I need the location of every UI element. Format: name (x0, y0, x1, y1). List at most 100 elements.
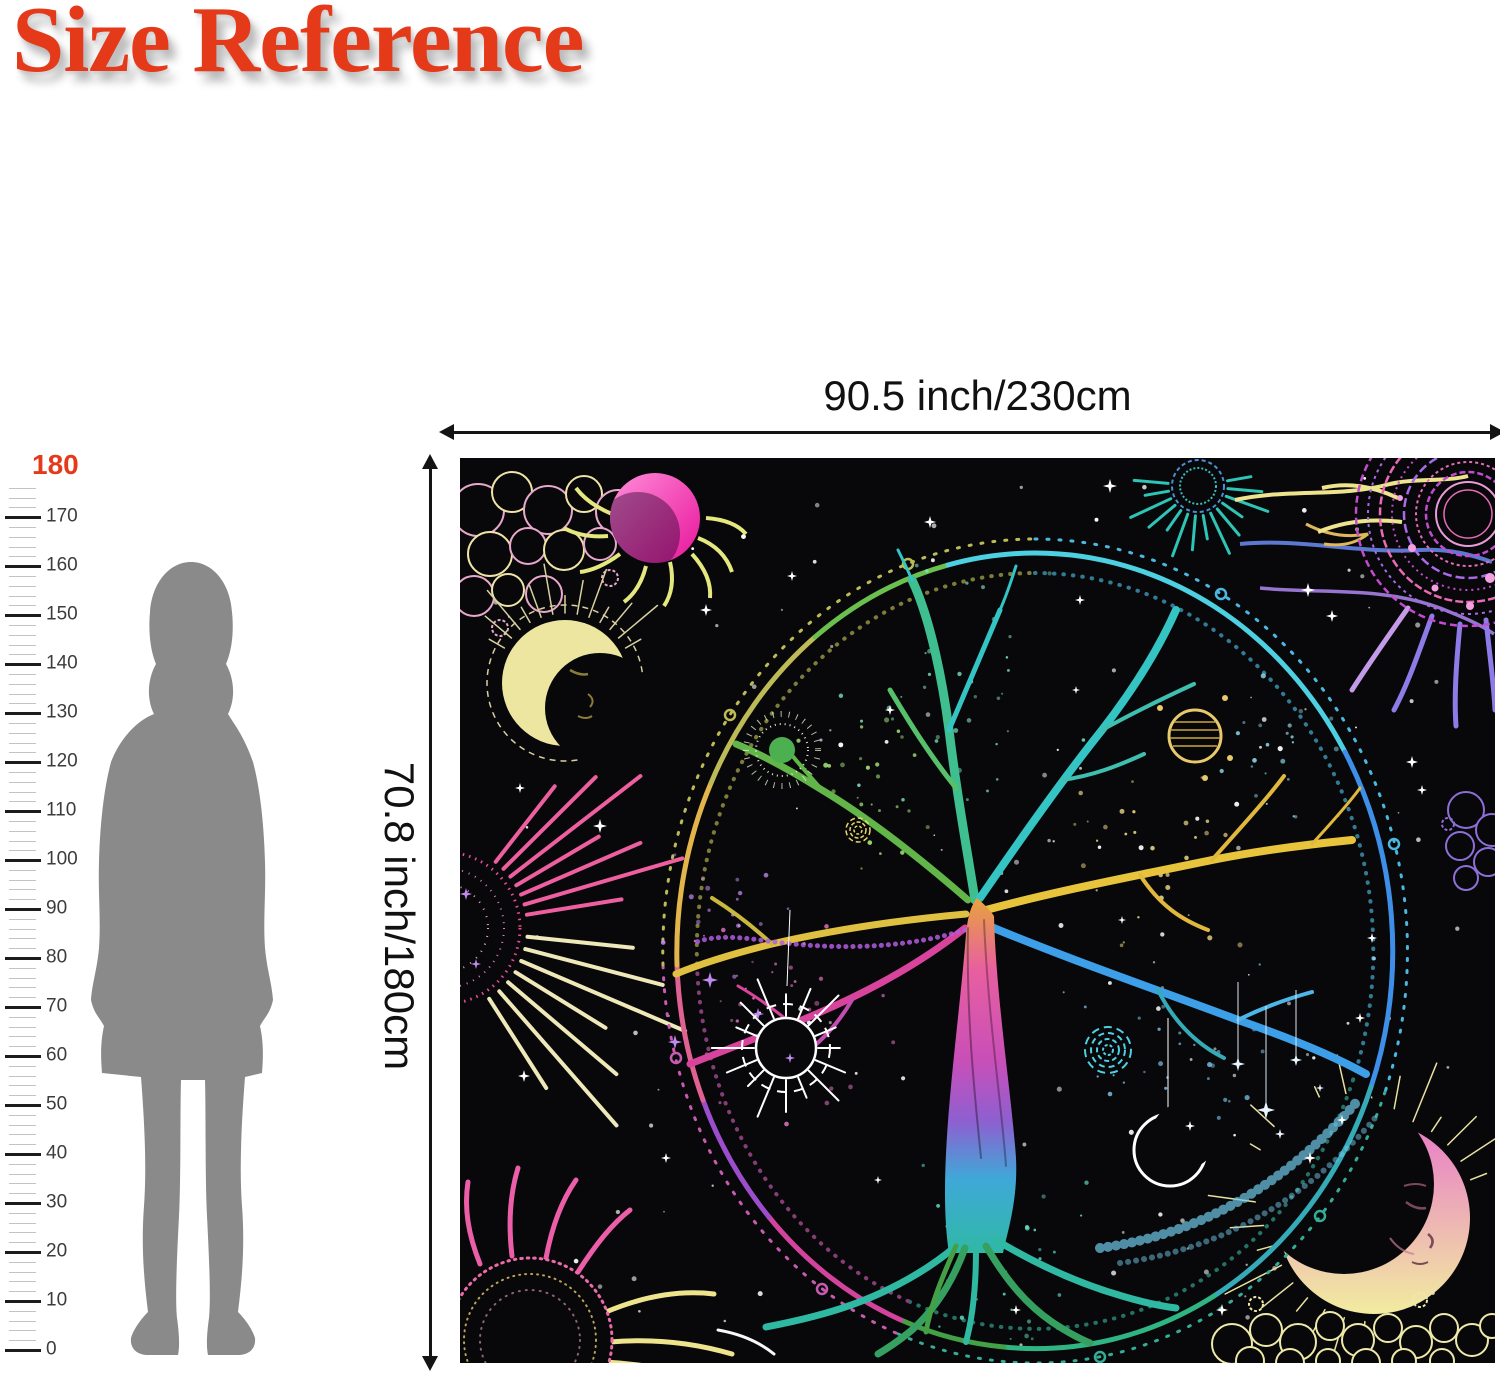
dotted-planet-icon (460, 1165, 776, 1363)
ruler-tick (5, 712, 41, 716)
ruler-minor-tick (9, 1163, 36, 1165)
ruler-tick (5, 1349, 41, 1352)
ruler-minor-tick (9, 703, 36, 705)
ruler-tick-label: 10 (46, 1289, 68, 1311)
ruler-minor-tick (9, 752, 36, 754)
ruler-minor-tick (9, 654, 36, 656)
ruler-minor-tick (9, 938, 36, 940)
ruler-minor-tick (9, 1026, 36, 1028)
ruler-minor-tick (9, 1193, 36, 1195)
ruler-minor-tick (9, 497, 36, 499)
ruler-tick-label: 0 (46, 1338, 57, 1360)
ruler-tick (5, 516, 41, 520)
ruler-minor-tick (9, 1320, 36, 1322)
ruler-tick (5, 761, 41, 765)
ruler-tick (5, 1153, 41, 1157)
ruler-minor-tick (9, 595, 36, 597)
yellow-spiral-icon (845, 817, 871, 843)
woman-silhouette (91, 562, 273, 1355)
ruler-minor-tick (9, 634, 36, 636)
ruler-minor-tick (9, 1036, 36, 1038)
green-sun-icon (743, 711, 821, 789)
ruler-minor-tick (9, 771, 36, 773)
width-dimension-arrow (439, 424, 1500, 440)
ruler-minor-tick (9, 820, 36, 822)
ruler-minor-tick (9, 1144, 36, 1146)
ruler-tick-label: 20 (46, 1240, 68, 1262)
ruler-minor-tick (9, 830, 36, 832)
ruler-minor-tick (9, 507, 36, 509)
eclipse-sun-icon (563, 473, 748, 608)
ruler-max-label: 180 (32, 449, 79, 480)
ruler-minor-tick (9, 585, 36, 587)
ruler-minor-tick (9, 1232, 36, 1234)
ruler-minor-tick (9, 889, 36, 891)
ruler-tick (5, 1251, 41, 1255)
ruler-tick-label: 90 (46, 897, 68, 919)
ruler-tick-label: 40 (46, 1142, 68, 1164)
ruler-tick-label: 150 (46, 603, 78, 625)
ruler-minor-tick (9, 899, 36, 901)
ruler-tick-label: 30 (46, 1191, 68, 1213)
hanging-crescent-moon-icon (1095, 1018, 1378, 1266)
ruler-minor-tick (9, 987, 36, 989)
ruler-minor-tick (9, 1291, 36, 1293)
ruler-tick-label: 110 (46, 799, 77, 821)
ruler-tick (5, 1055, 41, 1059)
ruler-minor-tick (9, 1085, 36, 1087)
ruler-minor-tick (9, 644, 36, 646)
ruler-minor-tick (9, 869, 36, 871)
ruler-minor-tick (9, 850, 36, 852)
ruler-minor-tick (9, 1065, 36, 1067)
ruler-minor-tick (9, 1173, 36, 1175)
ruler-minor-tick (9, 487, 36, 489)
ruler-minor-tick (9, 526, 36, 528)
woman-silhouette-shape (91, 562, 273, 1355)
teal-spiral-icon (1084, 1026, 1132, 1074)
ruler-minor-tick (9, 977, 36, 979)
ruler-minor-tick (9, 840, 36, 842)
ruler-minor-tick (9, 722, 36, 724)
clouds-right-icon (1441, 791, 1495, 891)
ruler-minor-tick (9, 683, 36, 685)
ruler-tick-label: 100 (46, 848, 78, 870)
mandala-ring-icon (661, 537, 1409, 1363)
ruler-tick-label: 70 (46, 995, 68, 1017)
ruler-tick-label: 130 (46, 701, 78, 723)
ruler-minor-tick (9, 801, 36, 803)
ruler-minor-tick (9, 1212, 36, 1214)
ruler-tick (5, 663, 41, 667)
white-sun-icon (710, 909, 847, 1118)
ruler-tick (5, 908, 41, 912)
ruler-tick-label: 140 (46, 652, 78, 674)
ruler-minor-tick (9, 967, 36, 969)
ruler-minor-tick (9, 1271, 36, 1273)
ruler-minor-tick (9, 1114, 36, 1116)
ruler-minor-tick (9, 742, 36, 744)
ruler-minor-tick (9, 1046, 36, 1048)
ruler-tick (5, 614, 41, 618)
ruler-minor-tick (9, 1124, 36, 1126)
ruler-minor-tick (9, 879, 36, 881)
ruler-minor-tick (9, 1183, 36, 1185)
height-dimension-arrow (422, 454, 438, 1371)
ruler-minor-tick (9, 673, 36, 675)
ruler-minor-tick (9, 1016, 36, 1018)
star-field (471, 477, 1482, 1347)
ruler-minor-tick (9, 605, 36, 607)
ruler-minor-tick (9, 1222, 36, 1224)
ruler-tick (5, 565, 41, 569)
ruler-tick-label: 170 (46, 505, 78, 527)
concentric-rings-sun-icon (1317, 458, 1495, 729)
ruler-tick-label: 50 (46, 1093, 68, 1115)
ruler-minor-tick (9, 928, 36, 930)
ruler-minor-tick (9, 693, 36, 695)
ruler-minor-tick (9, 918, 36, 920)
ruler-tick (5, 1006, 41, 1010)
moon-face-icon (484, 563, 659, 763)
ruler-tick-label: 80 (46, 946, 68, 968)
ruler-tick (5, 957, 41, 961)
ruler-minor-tick (9, 1242, 36, 1244)
ruler-tick (5, 1300, 41, 1303)
